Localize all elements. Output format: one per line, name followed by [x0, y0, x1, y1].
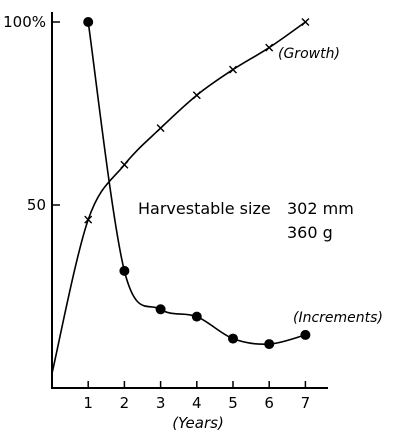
x-tick-label: 2: [120, 394, 130, 412]
increments-series-label: (Increments): [293, 310, 383, 326]
harvestable-size-annotation: Harvestable size 302 mm 360 g: [138, 199, 354, 242]
harvestable-size-label: Harvestable size: [138, 199, 271, 218]
y-tick-label: 50: [27, 196, 46, 214]
x-tick-label: 4: [192, 394, 202, 412]
increments-point: [300, 329, 311, 340]
growth-series-label: (Growth): [278, 46, 340, 62]
x-ticks: 1 2 3 4 5 6 7: [83, 381, 310, 412]
growth-point: [120, 160, 129, 169]
axes: [51, 12, 328, 389]
increments-series-line: [87, 21, 306, 346]
increments-point: [83, 17, 94, 27]
growth-point: [84, 215, 93, 224]
increments-point: [228, 333, 238, 344]
x-tick-label: 5: [228, 394, 238, 412]
increments-point: [191, 311, 202, 322]
growth-point: [229, 65, 237, 74]
increments-points: [83, 17, 311, 350]
growth-point: [265, 43, 274, 52]
growth-points: [84, 18, 310, 224]
increments-point: [264, 339, 275, 350]
y-tick-label: 100%: [3, 13, 46, 31]
harvestable-weight-value: 360 g: [287, 223, 333, 242]
x-tick-label: 6: [264, 394, 274, 412]
x-tick-label: 7: [301, 394, 311, 412]
growth-series-line: [51, 21, 306, 374]
increments-point: [119, 265, 130, 276]
growth-point: [156, 124, 165, 133]
x-tick-label: 3: [156, 394, 166, 412]
x-tick-label: 1: [83, 394, 93, 412]
x-axis-title: (Years): [172, 414, 224, 432]
harvestable-length-value: 302 mm: [287, 199, 354, 218]
growth-point: [301, 18, 310, 26]
growth-point: [192, 91, 201, 100]
increments-point: [155, 304, 166, 315]
y-ticks: 50 100%: [3, 13, 60, 214]
